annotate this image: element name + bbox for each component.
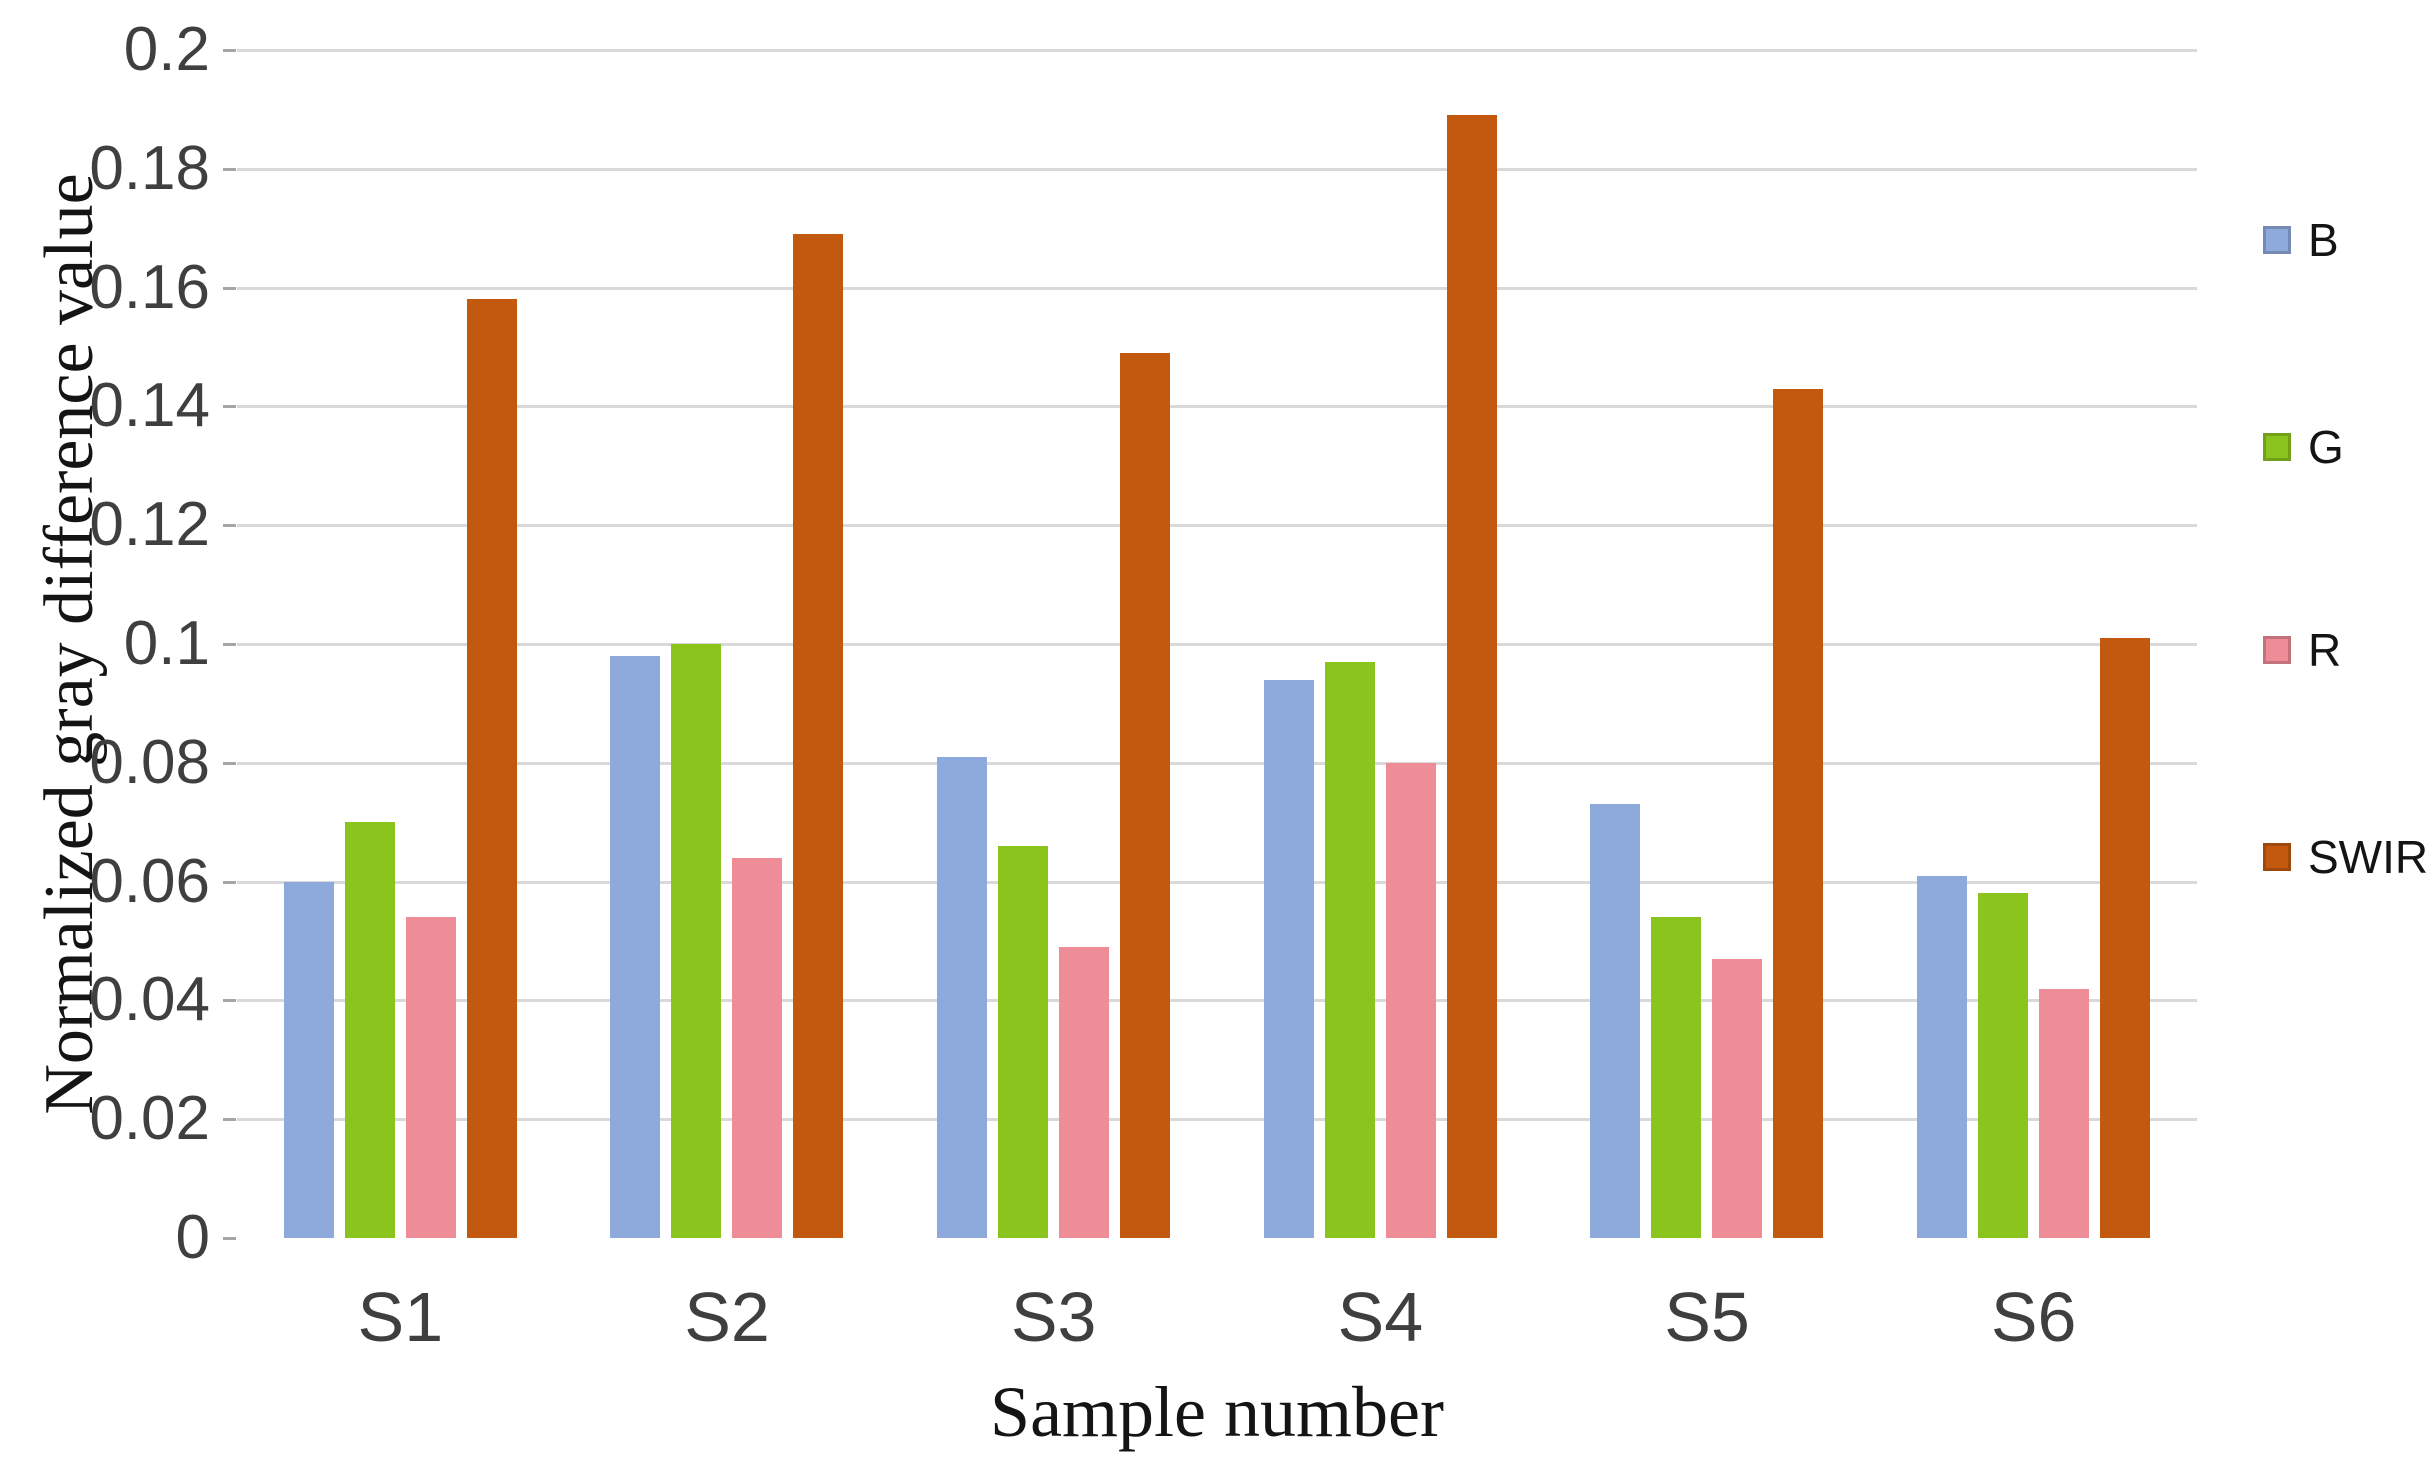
bar-group-S4 [1217,50,1544,1238]
gridline-0.08 [237,761,2197,765]
legend-item-SWIR: SWIR [2263,833,2428,881]
legend-marker-R [2263,636,2291,664]
gridline-0.02 [237,1118,2197,1122]
gridline-0.16 [237,286,2197,290]
x-tick-label-S5: S5 [1664,1278,1750,1356]
legend-marker-G [2263,433,2291,461]
x-tick-label-S2: S2 [684,1278,770,1356]
x-axis-line [237,1236,2199,1240]
gridline-0.14 [237,405,2197,409]
x-tick-label-S4: S4 [1337,1278,1424,1356]
y-tick-0.04 [223,999,236,1003]
bar-S6-SWIR [2100,638,2151,1238]
bar-S3-SWIR [1120,352,1171,1238]
y-tick-0.08 [223,761,236,765]
gridline-0.18 [237,167,2197,171]
legend-marker-SWIR [2263,843,2291,871]
x-tick-label-S3: S3 [1010,1278,1097,1356]
gridline-0.12 [237,524,2197,528]
y-tick-0.16 [223,286,236,290]
y-tick-label-0.04: 0.04 [89,965,210,1035]
y-tick-0.06 [223,880,236,884]
legend-item-G: G [2263,423,2344,471]
bar-S6-G [1978,893,2029,1238]
x-tick-label-S6: S6 [1990,1278,2077,1356]
bar-S4-G [1324,661,1375,1238]
bar-S6-R [2039,988,2090,1238]
bar-S6-B [1917,875,1968,1238]
y-tick-0.02 [223,1118,236,1122]
y-tick-0.12 [223,524,236,528]
bar-group-S6 [1870,50,2197,1238]
bar-S1-G [344,822,395,1238]
y-tick-0 [223,1237,236,1240]
bar-S1-B [283,881,334,1238]
gridline-0.06 [237,880,2197,884]
bar-S5-SWIR [1773,388,1824,1238]
bar-S4-SWIR [1446,115,1497,1238]
y-tick-label-0.2: 0.2 [123,15,210,84]
bar-S1-R [405,917,456,1238]
legend: B G R SWIR [2263,0,2432,1469]
bar-S2-B [610,655,661,1238]
y-tick-label-0.02: 0.02 [89,1084,210,1154]
legend-label-G: G [2308,421,2344,473]
bar-S3-G [998,845,1049,1238]
bar-S4-B [1263,679,1314,1238]
bar-group-S5 [1544,50,1871,1238]
y-tick-label-0.06: 0.06 [89,846,210,916]
bar-S5-R [1712,958,1763,1238]
bar-S2-R [732,857,783,1238]
y-tick-label-0.14: 0.14 [89,371,210,441]
bar-group-S3 [890,50,1217,1238]
y-tick-0.18 [223,167,236,171]
legend-label-B: B [2308,214,2339,266]
legend-item-B: B [2263,216,2339,264]
bar-S1-SWIR [466,299,517,1238]
y-tick-label-0.16: 0.16 [89,252,210,322]
legend-item-R: R [2263,626,2341,674]
bar-S2-SWIR [793,234,844,1238]
bar-S3-R [1059,946,1110,1238]
y-tick-label-0.12: 0.12 [89,490,210,560]
legend-label-R: R [2308,624,2342,676]
y-tick-label-0: 0 [175,1203,210,1272]
bar-S2-G [671,644,722,1238]
y-tick-label-0.18: 0.18 [89,133,210,203]
y-tick-label-0.1: 0.1 [123,609,210,678]
gridline-0.1 [237,643,2197,646]
gridline-0.04 [237,999,2197,1003]
bar-group-S1 [237,50,564,1238]
bar-S5-G [1651,917,1702,1238]
bar-group-S2 [564,50,891,1238]
legend-label-SWIR: SWIR [2308,831,2429,883]
x-axis-title: Sample number [990,1372,1444,1452]
bar-S3-B [937,756,988,1238]
bar-S5-B [1590,804,1641,1238]
legend-marker-B [2263,226,2291,254]
y-tick-0.1 [223,643,236,646]
x-tick-label-S1: S1 [357,1278,444,1356]
gridline-0.2 [237,49,2197,52]
bar-S4-R [1385,762,1436,1238]
y-tick-0.14 [223,405,236,409]
y-tick-label-0.08: 0.08 [89,727,210,797]
plot-area [237,49,2197,1238]
y-tick-0.2 [223,49,236,52]
